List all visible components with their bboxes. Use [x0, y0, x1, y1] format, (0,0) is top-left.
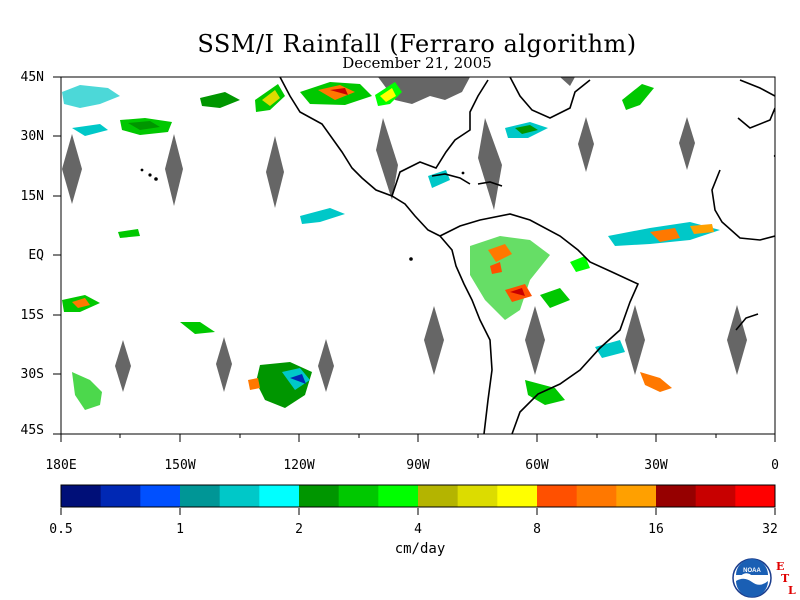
- map-title: SSM/I Rainfall (Ferraro algorithm): [197, 30, 637, 58]
- colorbar-swatch: [695, 485, 736, 507]
- lat-label-45s: 45S: [20, 423, 44, 438]
- colorbar-swatch: [100, 485, 141, 507]
- svg-text:NOAA: NOAA: [743, 568, 761, 574]
- colorbar-swatch: [656, 485, 697, 507]
- colorbar-swatch: [537, 485, 578, 507]
- coastlines: [279, 77, 775, 434]
- lon-label-90w: 90W: [406, 458, 430, 473]
- colorbar-swatch: [61, 485, 102, 507]
- islands: [140, 154, 775, 261]
- colorbar-label: 16: [648, 522, 664, 537]
- swath-gap: [165, 134, 183, 206]
- swath-gap: [525, 306, 545, 375]
- colorbar-units: cm/day: [394, 541, 446, 557]
- noaa-logo-icon: NOAA: [732, 558, 772, 598]
- colorbar: [60, 484, 776, 508]
- colorbar-swatch: [418, 485, 459, 507]
- colorbar-label: 0.5: [49, 522, 73, 537]
- colorbar-swatch: [259, 485, 300, 507]
- lon-label-60w: 60W: [525, 458, 549, 473]
- axis-ticks: [53, 76, 776, 442]
- lon-label-0: 0: [771, 458, 779, 473]
- colorbar-frame: [60, 484, 776, 508]
- swath-gap: [478, 118, 502, 210]
- colorbar-label: 4: [414, 522, 422, 537]
- swath-gap: [578, 117, 594, 172]
- colorbar-swatch: [338, 485, 379, 507]
- swath-gap: [318, 339, 334, 392]
- colorbar-label: 1: [176, 522, 184, 537]
- swath-gap: [679, 117, 695, 170]
- colorbar-swatch: [378, 485, 419, 507]
- lon-label-150w: 150W: [164, 458, 196, 473]
- lon-label-180e: 180E: [45, 458, 77, 473]
- swath-gap: [625, 305, 645, 375]
- lon-label-30w: 30W: [644, 458, 668, 473]
- map-plot-area: [61, 77, 775, 434]
- no-data-region: [560, 77, 575, 86]
- swath-gap: [62, 134, 82, 204]
- swath-gap: [424, 306, 444, 375]
- lat-label-15n: 15N: [20, 189, 44, 204]
- swath-gap: [266, 136, 284, 208]
- colorbar-label: 2: [295, 522, 303, 537]
- no-data-region: [378, 77, 470, 104]
- colorbar-label: 32: [762, 522, 778, 537]
- lat-label-45n: 45N: [20, 70, 44, 85]
- colorbar-swatch: [497, 485, 538, 507]
- swath-gap: [216, 337, 232, 392]
- colorbar-swatch: [180, 485, 221, 507]
- lon-label-120w: 120W: [283, 458, 315, 473]
- swath-gap: [115, 340, 131, 392]
- lat-label-30s: 30S: [20, 367, 44, 382]
- colorbar-swatch: [140, 485, 181, 507]
- colorbar-label: 8: [533, 522, 541, 537]
- colorbar-swatch: [219, 485, 260, 507]
- colorbar-swatch: [457, 485, 498, 507]
- colorbar-swatch: [299, 485, 340, 507]
- colorbar-swatch: [616, 485, 657, 507]
- rainfall-patches: [62, 82, 720, 410]
- colorbar-swatch: [735, 485, 776, 507]
- lat-label-15s: 15S: [20, 308, 44, 323]
- swath-gaps: [62, 117, 747, 392]
- colorbar-swatch: [576, 485, 617, 507]
- etl-mark: E T L: [776, 560, 796, 597]
- swath-gap: [376, 118, 398, 200]
- colorbar-ticks: [60, 508, 776, 515]
- map-subtitle: December 21, 2005: [342, 54, 492, 72]
- lat-label-30n: 30N: [20, 129, 44, 144]
- lat-label-eq: EQ: [28, 248, 44, 263]
